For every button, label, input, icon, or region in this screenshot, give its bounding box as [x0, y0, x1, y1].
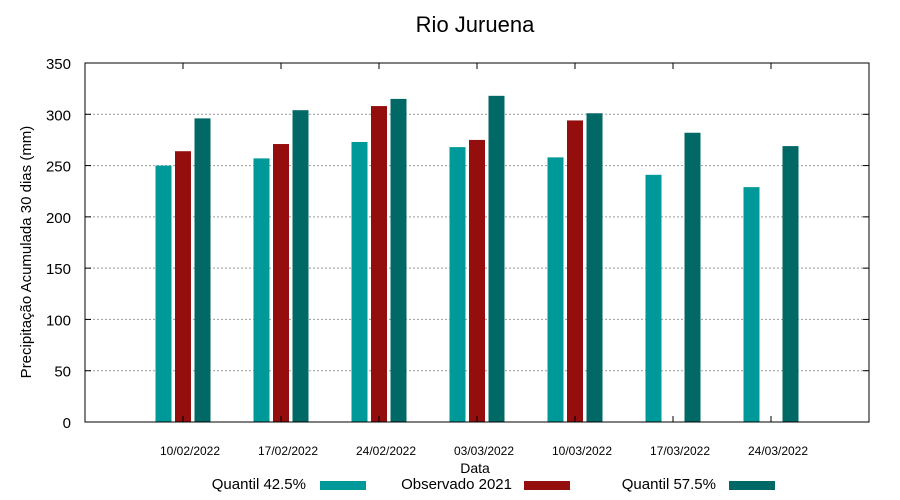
bar-2: [469, 139, 485, 422]
legend-label: Quantil 42.5%: [212, 476, 306, 493]
legend-swatch: [524, 481, 570, 490]
bar-3: [782, 146, 799, 422]
y-tick-label: 150: [46, 261, 71, 278]
bar-1: [155, 165, 172, 423]
legend-swatch: [729, 481, 775, 490]
y-tick-label: 350: [46, 56, 71, 73]
chart-title: Rio Juruena: [416, 12, 535, 37]
bar-1: [645, 174, 662, 422]
x-tick-label: 17/03/2022: [650, 444, 710, 458]
x-tick-label: 03/03/2022: [454, 444, 514, 458]
x-tick-label: 24/03/2022: [748, 444, 808, 458]
bar-1: [743, 187, 760, 422]
legend-label: Observado 2021: [401, 476, 512, 493]
x-tick-label: 17/02/2022: [258, 444, 318, 458]
y-tick-label: 250: [46, 159, 71, 176]
bar-3: [194, 118, 211, 422]
bar-3: [586, 113, 603, 422]
legend-label: Quantil 57.5%: [622, 476, 716, 493]
bar-3: [488, 95, 505, 422]
bar-1: [547, 157, 564, 422]
y-tick-label: 200: [46, 210, 71, 227]
bar-1: [449, 147, 466, 422]
bar-2: [567, 120, 583, 422]
x-tick-label: 10/03/2022: [552, 444, 612, 458]
bar-2: [273, 144, 289, 422]
x-tick-label: 24/02/2022: [356, 444, 416, 458]
x-tick-label: 10/02/2022: [160, 444, 220, 458]
x-axis-label: Data: [460, 460, 490, 476]
y-tick-label: 100: [46, 312, 71, 329]
bar-3: [390, 98, 407, 423]
y-tick-label: 300: [46, 107, 71, 124]
bar-1: [253, 158, 270, 423]
y-tick-label: 50: [54, 364, 71, 381]
bar-2: [175, 151, 191, 422]
bar-2: [371, 106, 387, 422]
y-axis-label: Precipitação Acumulada 30 dias (mm): [18, 126, 35, 379]
y-tick-label: 0: [63, 415, 71, 432]
bar-1: [351, 141, 368, 423]
bar-3: [292, 110, 309, 422]
bar-3: [684, 132, 701, 422]
legend-swatch: [320, 481, 366, 490]
